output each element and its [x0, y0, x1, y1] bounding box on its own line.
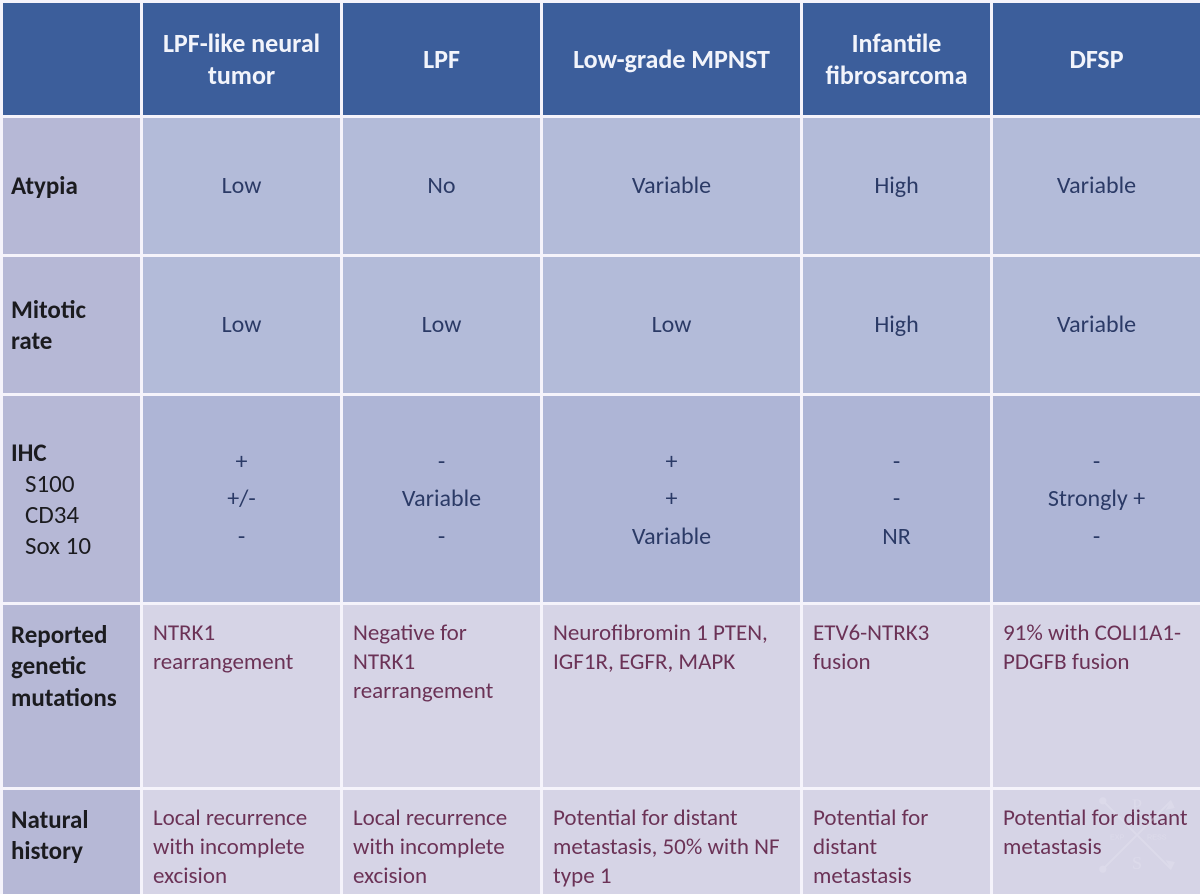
ihc-lpflike-cd34: +/-: [153, 480, 330, 517]
cell-genetic-ifs: ETV6-NTRK3 fusion: [802, 604, 992, 789]
row-natural: Natural history Local recurrence with in…: [2, 789, 1200, 894]
ihc-mpnst-s100: +: [553, 443, 790, 480]
cell-mitotic-dfsp: Variable: [992, 256, 1200, 395]
cell-atypia-lpf: No: [342, 117, 542, 256]
cell-mitotic-mpnst: Low: [542, 256, 802, 395]
rowlabel-genetic: Reported genetic mutations: [2, 604, 142, 789]
ihc-dfsp-s100: -: [1003, 443, 1190, 480]
cell-mitotic-lpf: Low: [342, 256, 542, 395]
col-ifs: Infantile fibrosarcoma: [802, 2, 992, 117]
ihc-lpf-cd34: Variable: [353, 480, 530, 517]
row-ihc: IHC S100 CD34 Sox 10 + +/- - - Variable: [2, 395, 1200, 604]
cell-natural-ifs: Potential for distant metastasis: [802, 789, 992, 894]
row-genetic: Reported genetic mutations NTRK1 rearran…: [2, 604, 1200, 789]
header-row: LPF-like neural tumor LPF Low-grade MPNS…: [2, 2, 1200, 117]
ihc-ifs-cd34: -: [813, 480, 980, 517]
col-lpf-like: LPF-like neural tumor: [142, 2, 342, 117]
cell-atypia-lpflike: Low: [142, 117, 342, 256]
comparison-table: LPF-like neural tumor LPF Low-grade MPNS…: [0, 0, 1200, 894]
ihc-head: IHC: [11, 437, 130, 468]
cell-genetic-dfsp: 91% with COLI1A1-PDGFB fusion: [992, 604, 1200, 789]
header-corner: [2, 2, 142, 117]
cell-atypia-mpnst: Variable: [542, 117, 802, 256]
ihc-lpflike-s100: +: [153, 443, 330, 480]
row-mitotic: Mitotic rate Low Low Low High Variable: [2, 256, 1200, 395]
cell-genetic-lpf: Negative for NTRK1 rearrangement: [342, 604, 542, 789]
cell-ihc-ifs: - - NR: [802, 395, 992, 604]
cell-atypia-dfsp: Variable: [992, 117, 1200, 256]
rowlabel-ihc: IHC S100 CD34 Sox 10: [2, 395, 142, 604]
ihc-dfsp-cd34: Strongly +: [1003, 480, 1190, 517]
ihc-mpnst-sox10: Variable: [553, 518, 790, 555]
cell-atypia-ifs: High: [802, 117, 992, 256]
rowlabel-mitotic: Mitotic rate: [2, 256, 142, 395]
ihc-sub-cd34: CD34: [11, 499, 130, 530]
cell-genetic-lpflike: NTRK1 rearrangement: [142, 604, 342, 789]
cell-ihc-lpf: - Variable -: [342, 395, 542, 604]
ihc-ifs-s100: -: [813, 443, 980, 480]
ihc-mpnst-cd34: +: [553, 480, 790, 517]
comparison-slide: LPF-like neural tumor LPF Low-grade MPNS…: [0, 0, 1200, 894]
cell-genetic-mpnst: Neurofibromin 1 PTEN, IGF1R, EGFR, MAPK: [542, 604, 802, 789]
ihc-lpflike-sox10: -: [153, 518, 330, 555]
cell-natural-lpf: Local recurrence with incomplete excisio…: [342, 789, 542, 894]
col-mpnst: Low-grade MPNST: [542, 2, 802, 117]
cell-natural-dfsp: Potential for distant metastasis: [992, 789, 1200, 894]
ihc-lpf-s100: -: [353, 443, 530, 480]
cell-ihc-mpnst: + + Variable: [542, 395, 802, 604]
ihc-ifs-sox10: NR: [813, 518, 980, 555]
cell-natural-mpnst: Potential for distant metastasis, 50% wi…: [542, 789, 802, 894]
cell-mitotic-ifs: High: [802, 256, 992, 395]
col-dfsp: DFSP: [992, 2, 1200, 117]
rowlabel-atypia: Atypia: [2, 117, 142, 256]
col-lpf: LPF: [342, 2, 542, 117]
ihc-lpf-sox10: -: [353, 518, 530, 555]
cell-mitotic-lpflike: Low: [142, 256, 342, 395]
cell-ihc-lpflike: + +/- -: [142, 395, 342, 604]
row-atypia: Atypia Low No Variable High Variable: [2, 117, 1200, 256]
ihc-dfsp-sox10: -: [1003, 518, 1190, 555]
ihc-sub-sox10: Sox 10: [11, 530, 130, 561]
rowlabel-natural: Natural history: [2, 789, 142, 894]
cell-natural-lpflike: Local recurrence with incomplete excisio…: [142, 789, 342, 894]
cell-ihc-dfsp: - Strongly + -: [992, 395, 1200, 604]
ihc-sub-s100: S100: [11, 468, 130, 499]
